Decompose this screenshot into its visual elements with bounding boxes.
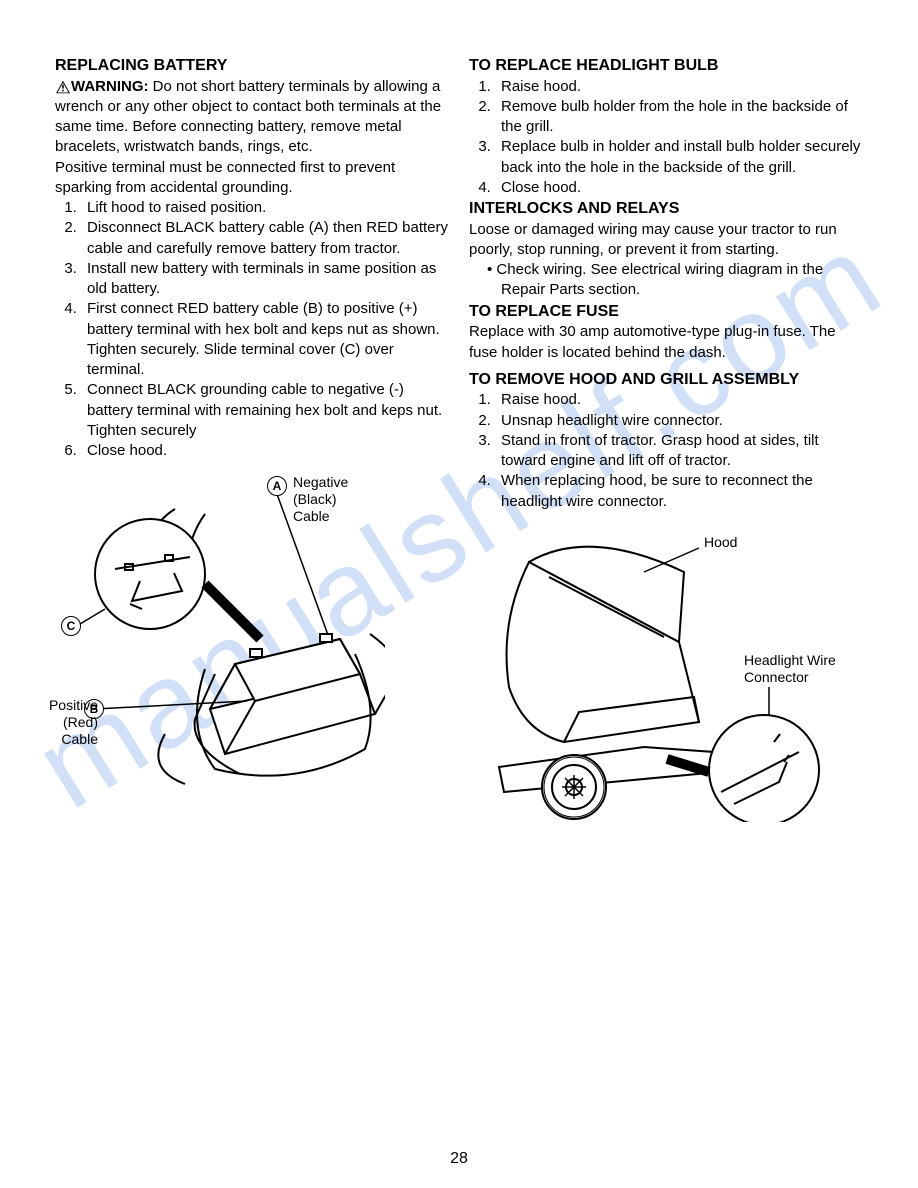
list-item: Raise hood. — [495, 390, 863, 410]
label-positive-cable: Positive (Red) Cable — [40, 697, 98, 747]
headlight-steps-list: Raise hood. Remove bulb holder from the … — [469, 77, 863, 199]
heading-fuse: TO REPLACE FUSE — [469, 301, 863, 323]
right-column: TO REPLACE HEADLIGHT BULB Raise hood. Re… — [469, 55, 863, 822]
hood-steps-list: Raise hood. Unsnap headlight wire connec… — [469, 390, 863, 512]
interlocks-text: Loose or damaged wiring may cause your t… — [469, 220, 863, 261]
page-number: 28 — [0, 1148, 918, 1170]
battery-figure: A B C Negative (Black) Cable Positive (R… — [55, 469, 385, 809]
list-item: Close hood. — [495, 178, 863, 198]
battery-steps-list: Lift hood to raised position. Disconnect… — [55, 198, 449, 461]
list-item: Replace bulb in holder and install bulb … — [495, 137, 863, 178]
heading-interlocks: INTERLOCKS AND RELAYS — [469, 198, 863, 220]
warning-icon — [55, 80, 71, 94]
heading-hood-grill: TO REMOVE HOOD AND GRILL ASSEMBLY — [469, 369, 863, 391]
list-item: First connect RED battery cable (B) to p… — [81, 299, 449, 380]
left-column: REPLACING BATTERY WARNING: Do not short … — [55, 55, 449, 822]
list-item: Install new battery with terminals in sa… — [81, 259, 449, 300]
heading-headlight-bulb: TO REPLACE HEADLIGHT BULB — [469, 55, 863, 77]
label-hood: Hood — [704, 534, 737, 551]
label-negative-cable: Negative (Black) Cable — [293, 474, 363, 524]
interlocks-bullets: Check wiring. See electrical wiring diag… — [469, 260, 863, 301]
list-item: Connect BLACK grounding cable to negativ… — [81, 380, 449, 441]
list-item: Unsnap headlight wire connector. — [495, 411, 863, 431]
list-item: Close hood. — [81, 441, 449, 461]
warning-block: WARNING: Do not short battery terminals … — [55, 77, 449, 158]
list-item: Lift hood to raised position. — [81, 198, 449, 218]
list-item: Disconnect BLACK battery cable (A) then … — [81, 218, 449, 259]
list-item: Raise hood. — [495, 77, 863, 97]
fuse-text: Replace with 30 amp automotive-type plug… — [469, 322, 863, 363]
two-column-layout: REPLACING BATTERY WARNING: Do not short … — [55, 55, 863, 822]
hood-figure: Hood Headlight Wire Connector — [469, 522, 839, 822]
warning-label: WARNING: — [71, 78, 149, 95]
list-item: When replacing hood, be sure to reconnec… — [495, 471, 863, 512]
label-headlight-connector: Headlight Wire Connector — [744, 652, 844, 686]
heading-replacing-battery: REPLACING BATTERY — [55, 55, 449, 77]
list-item: Remove bulb holder from the hole in the … — [495, 97, 863, 138]
list-item: Stand in front of tractor. Grasp hood at… — [495, 431, 863, 472]
warning-text-2: Positive terminal must be connected firs… — [55, 158, 449, 199]
list-item: Check wiring. See electrical wiring diag… — [495, 260, 863, 301]
